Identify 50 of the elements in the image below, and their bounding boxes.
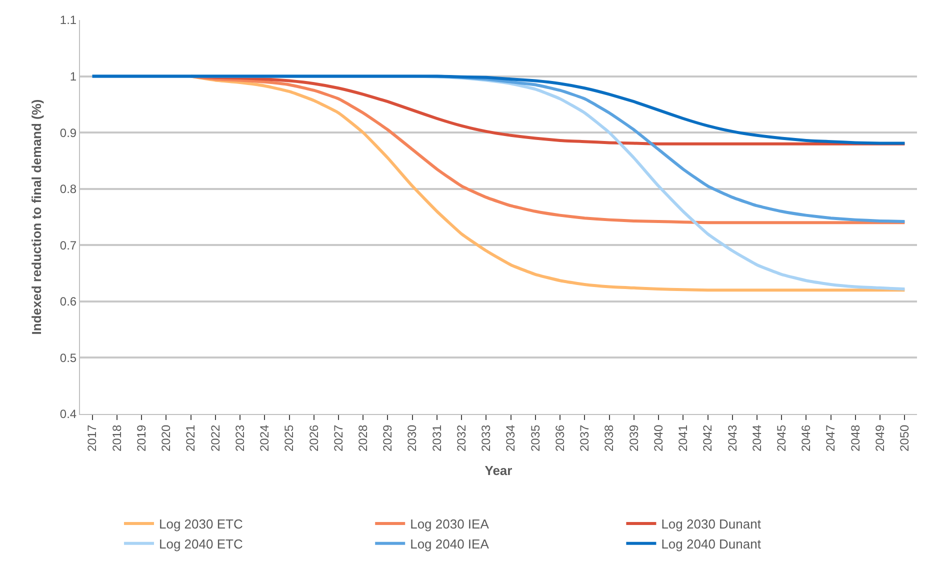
- x-tick-label: 2044: [750, 424, 764, 452]
- x-tick-label: 2019: [134, 424, 148, 452]
- x-tick-label: 2032: [454, 424, 468, 452]
- x-tick-label: 2021: [184, 424, 198, 452]
- legend-label: Log 2040 Dunant: [661, 536, 762, 552]
- y-axis-title: Indexed reduction to final demand (%): [28, 99, 44, 335]
- y-tick-label: 0.4: [60, 407, 77, 422]
- x-tick-label: 2037: [578, 424, 592, 452]
- legend-label: Log 2040 IEA: [410, 536, 490, 552]
- x-tick-label: 2031: [430, 424, 444, 452]
- x-tick-label: 2043: [725, 424, 740, 452]
- x-tick-label: 2024: [258, 424, 272, 452]
- y-tick-label: 0.9: [60, 126, 77, 140]
- y-tick-label: 0.6: [60, 294, 77, 309]
- x-tick-label: 2020: [159, 424, 174, 452]
- x-tick-label: 2027: [331, 424, 346, 452]
- x-tick-label: 2047: [824, 424, 838, 452]
- y-tick-label: 0.7: [60, 238, 77, 252]
- x-tick-label: 2039: [626, 424, 641, 452]
- legend-label: Log 2030 IEA: [410, 516, 490, 532]
- x-tick-label: 2036: [552, 424, 567, 452]
- x-tick-label: 2040: [651, 424, 666, 452]
- x-tick-label: 2048: [848, 424, 862, 452]
- x-tick-label: 2034: [504, 424, 518, 452]
- x-tick-label: 2028: [356, 424, 370, 452]
- legend-label: Log 2030 Dunant: [661, 516, 762, 532]
- legend-label: Log 2040 ETC: [159, 536, 243, 552]
- x-tick-label: 2046: [799, 424, 814, 452]
- x-tick-label: 2030: [405, 424, 420, 452]
- x-tick-label: 2033: [479, 424, 494, 452]
- legend-label: Log 2030 ETC: [159, 516, 243, 532]
- x-tick-label: 2049: [872, 424, 887, 452]
- x-tick-label: 2029: [380, 424, 395, 452]
- x-tick-label: 2042: [700, 424, 715, 452]
- y-tick-label: 1: [70, 69, 77, 84]
- y-tick-label: 0.8: [60, 182, 77, 196]
- y-tick-label: 1.1: [60, 13, 77, 28]
- x-tick-label: 2017: [85, 424, 100, 452]
- x-axis-title: Year: [484, 463, 512, 478]
- x-tick-label: 2023: [232, 424, 247, 452]
- x-tick-label: 2035: [528, 424, 542, 452]
- x-tick-label: 2022: [208, 424, 222, 452]
- x-tick-label: 2050: [898, 424, 912, 452]
- y-tick-label: 0.5: [60, 350, 77, 365]
- x-tick-label: 2025: [282, 424, 296, 452]
- x-tick-label: 2041: [676, 424, 690, 452]
- x-tick-label: 2045: [774, 424, 788, 452]
- x-tick-label: 2026: [306, 424, 321, 452]
- x-tick-label: 2018: [110, 424, 124, 452]
- x-tick-label: 2038: [602, 424, 616, 452]
